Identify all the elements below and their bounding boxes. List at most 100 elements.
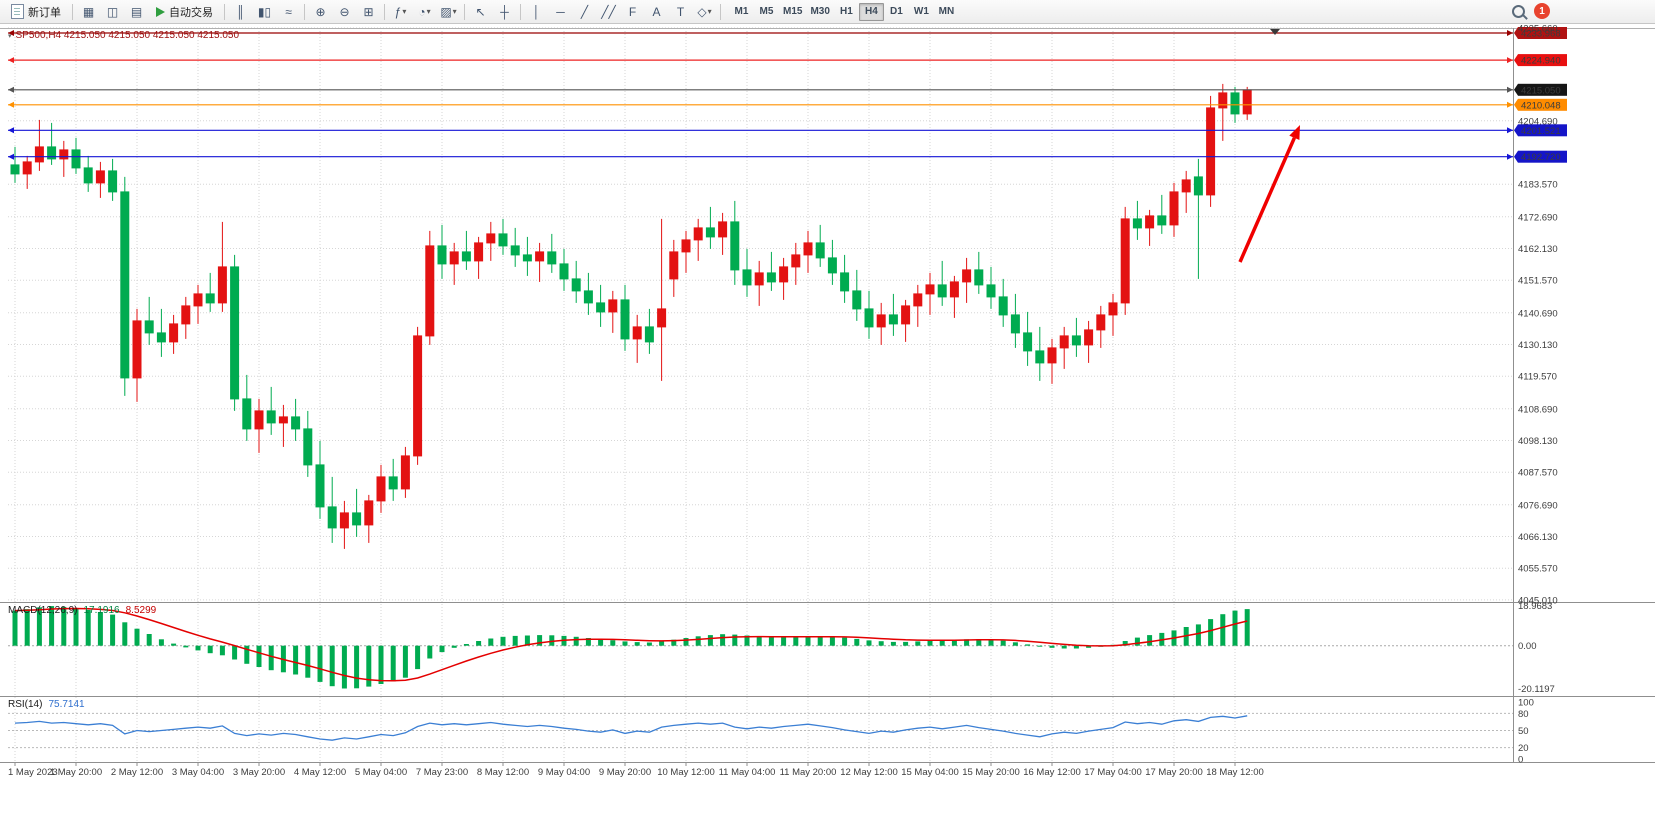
- fibonacci-button[interactable]: F: [621, 2, 644, 22]
- candle: [949, 281, 959, 298]
- chart-region: 4233.968 4224.940 4215.050 4210.048 4201.521…: [0, 24, 1655, 829]
- candle: [156, 332, 166, 343]
- candle: [71, 149, 81, 169]
- candle: [1084, 329, 1094, 346]
- candle: [705, 227, 715, 238]
- timeframe-mn-button[interactable]: MN: [934, 3, 959, 21]
- candle: [913, 293, 923, 307]
- tile-windows-button[interactable]: ⊞: [357, 2, 380, 22]
- crosshair-button[interactable]: ┼: [493, 2, 516, 22]
- candle: [657, 308, 667, 328]
- candle: [1230, 92, 1240, 115]
- candle: [205, 293, 215, 304]
- candle: [693, 227, 703, 241]
- candle: [1047, 347, 1057, 364]
- new-chart-button[interactable]: ▦: [77, 2, 100, 22]
- indicators-button[interactable]: ƒ ▾: [389, 2, 412, 22]
- candle: [571, 278, 581, 292]
- profiles-button[interactable]: ◫: [101, 2, 124, 22]
- candle: [59, 149, 69, 160]
- candle: [376, 476, 386, 502]
- candle: [486, 233, 496, 244]
- candlestick-chart-button[interactable]: ▮▯: [253, 2, 276, 22]
- macd-panel-label: MACD(12,26,9) 17.1916 8.5299: [8, 605, 156, 616]
- profiles-icon: ◫: [106, 4, 119, 19]
- price-tag: 4210.048: [1514, 98, 1567, 111]
- trendline-button[interactable]: ╱: [573, 2, 596, 22]
- timeframe-h1-button[interactable]: H1: [834, 3, 859, 21]
- channel-button[interactable]: ╱╱: [597, 2, 620, 22]
- svg-text:4233.968: 4233.968: [1521, 29, 1561, 40]
- zoom-out-icon: ⊖: [339, 4, 350, 19]
- candle: [962, 269, 972, 283]
- line-chart-icon: ≈: [285, 4, 292, 19]
- candle: [1035, 350, 1045, 364]
- candle: [608, 299, 618, 313]
- candle: [742, 269, 752, 286]
- svg-text:-20.1197: -20.1197: [1518, 684, 1555, 695]
- svg-text:4204.690: 4204.690: [1518, 116, 1558, 127]
- svg-text:100: 100: [1518, 698, 1534, 709]
- text-label-button[interactable]: T: [669, 2, 692, 22]
- price-chart-canvas[interactable]: 4233.968 4224.940 4215.050 4210.048 4201.521…: [0, 24, 1655, 829]
- timeframe-m15-button[interactable]: M15: [779, 3, 806, 21]
- svg-text:18.9683: 18.9683: [1518, 601, 1552, 612]
- candle: [864, 308, 874, 328]
- candle: [352, 512, 362, 526]
- line-chart-button[interactable]: ≈: [277, 2, 300, 22]
- periods-button[interactable]: ◔ ▾: [413, 2, 436, 22]
- text-label-icon: T: [676, 4, 685, 19]
- candle: [791, 254, 801, 268]
- crosshair-icon: ┼: [500, 4, 509, 19]
- toolbar-divider: [384, 3, 385, 20]
- shapes-button[interactable]: ◇ ▾: [693, 2, 716, 22]
- new-order-button[interactable]: 新订单: [4, 2, 68, 22]
- trend-arrow-head: [1289, 125, 1300, 140]
- clock-icon: ◔: [418, 4, 426, 19]
- price-tag: 4201.521: [1514, 124, 1567, 137]
- svg-text:4151.570: 4151.570: [1518, 276, 1558, 287]
- zoom-in-button[interactable]: ⊕: [309, 2, 332, 22]
- candle: [303, 428, 313, 466]
- svg-text:80: 80: [1518, 709, 1529, 720]
- candle: [730, 221, 740, 271]
- candle: [1181, 179, 1191, 193]
- vertical-line-button[interactable]: │: [525, 2, 548, 22]
- indicators-icon: ƒ: [394, 4, 402, 19]
- templates-button[interactable]: ▨ ▾: [437, 2, 460, 22]
- timeframe-w1-button[interactable]: W1: [909, 3, 934, 21]
- timeframe-d1-button[interactable]: D1: [884, 3, 909, 21]
- candle: [34, 146, 44, 163]
- candle: [10, 164, 20, 175]
- candle: [193, 293, 203, 307]
- bar-chart-button[interactable]: ║: [229, 2, 252, 22]
- candle: [169, 323, 179, 343]
- toolbar-divider: [224, 3, 225, 20]
- candle: [242, 398, 252, 430]
- candle: [510, 245, 520, 256]
- timeframe-h4-button[interactable]: H4: [858, 2, 884, 21]
- chart-shift-marker[interactable]: [1270, 29, 1280, 35]
- tile-windows-icon: ⊞: [363, 4, 374, 19]
- text-button[interactable]: A: [645, 2, 668, 22]
- timeframe-m30-button[interactable]: M30: [806, 3, 833, 21]
- data-window-button[interactable]: ▤: [125, 2, 148, 22]
- candle: [974, 269, 984, 286]
- zoom-out-button[interactable]: ⊖: [333, 2, 356, 22]
- svg-text:4162.130: 4162.130: [1518, 244, 1558, 255]
- cursor-button[interactable]: ↖: [469, 2, 492, 22]
- macd-label: MACD(12,26,9): [8, 605, 78, 616]
- candle: [108, 170, 118, 193]
- trend-arrow[interactable]: [1238, 137, 1297, 263]
- collapse-icon[interactable]: ▾: [8, 32, 12, 40]
- timeframe-m1-button[interactable]: M1: [729, 3, 754, 21]
- auto-trading-button[interactable]: 自动交易: [149, 2, 220, 22]
- search-icon[interactable]: [1512, 4, 1525, 18]
- horizontal-line-button[interactable]: ─: [549, 2, 572, 22]
- timeframe-m5-button[interactable]: M5: [754, 3, 779, 21]
- candle: [888, 314, 898, 325]
- candle: [278, 416, 288, 424]
- svg-text:17 May 20:00: 17 May 20:00: [1145, 767, 1203, 778]
- notification-badge[interactable]: 1: [1534, 3, 1550, 19]
